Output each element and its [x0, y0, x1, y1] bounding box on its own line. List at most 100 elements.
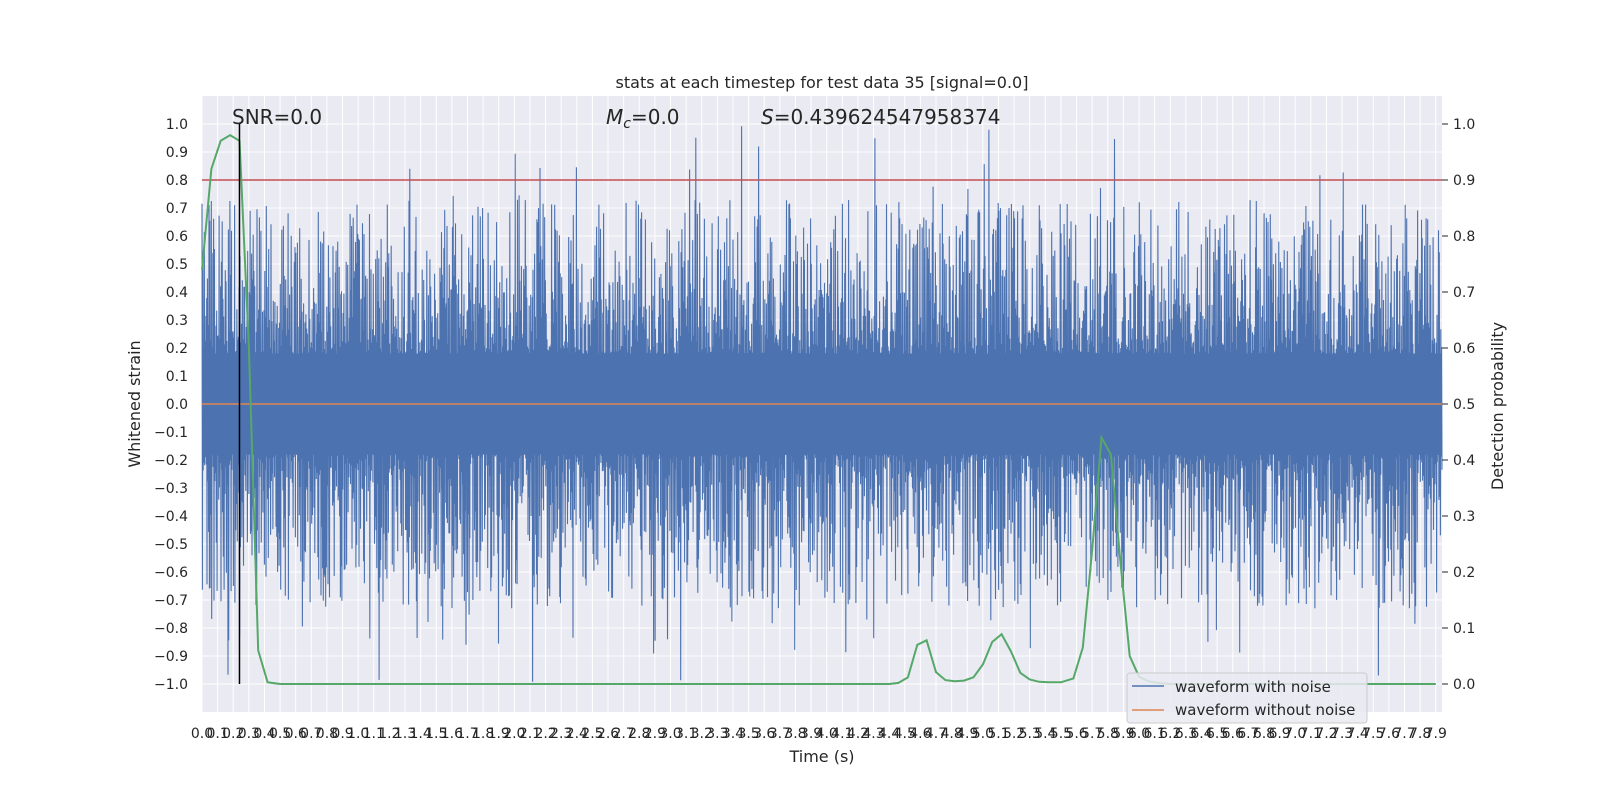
- x-tick-label: 3.6: [753, 726, 775, 742]
- y-tick-label-left: −0.6: [154, 565, 188, 581]
- y-tick-label-left: −0.8: [154, 621, 188, 637]
- x-tick-label: 3.8: [784, 726, 806, 742]
- y-tick-label-left: 0.4: [166, 285, 188, 301]
- x-tick-label: 2.5: [581, 726, 603, 742]
- y-tick-label-right: 0.3: [1453, 509, 1475, 525]
- legend-box: [1126, 672, 1368, 724]
- x-tick-label: 3.2: [691, 726, 713, 742]
- y-tick-label-left: 1.0: [166, 117, 188, 133]
- y-tick-label-right: 0.9: [1453, 173, 1475, 189]
- x-tick-label: 0.0: [191, 726, 213, 742]
- y-tick-label-left: 0.6: [166, 229, 188, 245]
- y-tick-label-left: 0.2: [166, 341, 188, 357]
- x-tick-label: 7.9: [1425, 726, 1447, 742]
- y-tick-label-right: 0.1: [1453, 621, 1475, 637]
- x-tick-label: 1.8: [472, 726, 494, 742]
- x-tick-label: 5.5: [1050, 726, 1072, 742]
- x-tick-label: 0.7: [300, 726, 322, 742]
- x-tick-label: 6.0: [1128, 726, 1150, 742]
- probability-line: [201, 134, 1436, 685]
- x-tick-label: 5.1: [987, 726, 1009, 742]
- x-tick-label: 3.5: [737, 726, 759, 742]
- x-tick-label: 1.1: [363, 726, 385, 742]
- y-tick-label-right: 0.0: [1453, 677, 1475, 693]
- y-tick-label-left: 0.3: [166, 313, 188, 329]
- x-tick-label: 1.3: [394, 726, 416, 742]
- s-symbol: S: [761, 105, 774, 129]
- legend-label-noise: waveform with noise: [1175, 678, 1331, 696]
- x-tick-label: 1.7: [456, 726, 478, 742]
- x-tick-label: 5.6: [1065, 726, 1087, 742]
- y-tick-label-left: 0.5: [166, 257, 188, 273]
- x-tick-label: 7.0: [1284, 726, 1306, 742]
- x-tick-label: 5.3: [1019, 726, 1041, 742]
- snr-annotation: SNR=0.0: [232, 105, 322, 129]
- x-tick-label: 7.5: [1362, 726, 1384, 742]
- x-tick-label: 3.1: [675, 726, 697, 742]
- x-tick-label: 6.2: [1159, 726, 1181, 742]
- x-tick-label: 5.8: [1097, 726, 1119, 742]
- y-tick-label-left: −0.7: [154, 593, 188, 609]
- x-tick-label: 4.3: [862, 726, 884, 742]
- y-tick-label-right: 0.8: [1453, 229, 1475, 245]
- x-tick-label: 2.8: [628, 726, 650, 742]
- x-tick-label: 7.2: [1315, 726, 1337, 742]
- y-tick-label-right: 0.6: [1453, 341, 1475, 357]
- x-tick-label: 1.2: [378, 726, 400, 742]
- probability-series: [201, 134, 1436, 685]
- y-tick-label-left: 0.8: [166, 173, 188, 189]
- x-tick-label: 3.4: [722, 726, 744, 742]
- x-tick-label: 6.7: [1237, 726, 1259, 742]
- y-tick-label-left: −0.4: [154, 509, 188, 525]
- x-tick-label: 6.1: [1144, 726, 1166, 742]
- x-tick-label: 2.1: [519, 726, 541, 742]
- x-tick-label: 4.2: [847, 726, 869, 742]
- x-tick-label: 0.6: [285, 726, 307, 742]
- left-y-ticks: 1.0 0.9 0.8 0.7 0.6 0.5 0.4 0.3 0.2 0.1 0.0 −0.1 −0.…: [154, 117, 188, 693]
- x-tick-label: 6.4: [1190, 726, 1212, 742]
- x-tick-label: 2.3: [550, 726, 572, 742]
- x-tick-label: 4.5: [894, 726, 916, 742]
- x-tick-label: 4.7: [925, 726, 947, 742]
- x-tick-label: 7.1: [1300, 726, 1322, 742]
- x-tick-label: 3.9: [800, 726, 822, 742]
- x-tick-label: 2.9: [644, 726, 666, 742]
- x-tick-label: 4.6: [909, 726, 931, 742]
- x-tick-label: 4.9: [956, 726, 978, 742]
- y-tick-label-right: 0.7: [1453, 285, 1475, 301]
- mc-subscript: c: [623, 116, 631, 132]
- legend: waveform with noise waveform without noi…: [1126, 672, 1368, 724]
- y-tick-label-left: −1.0: [154, 677, 188, 693]
- x-tick-label: 6.3: [1175, 726, 1197, 742]
- x-tick-label: 4.0: [816, 726, 838, 742]
- legend-label-clean: waveform without noise: [1175, 701, 1355, 719]
- x-tick-label: 6.9: [1268, 726, 1290, 742]
- x-tick-label: 4.1: [831, 726, 853, 742]
- x-tick-label: 6.6: [1222, 726, 1244, 742]
- x-tick-label: 0.1: [206, 726, 228, 742]
- x-tick-label: 0.8: [316, 726, 338, 742]
- x-tick-label: 7.8: [1409, 726, 1431, 742]
- x-tick-label: 4.4: [878, 726, 900, 742]
- x-tick-label: 5.4: [1034, 726, 1056, 742]
- y-tick-label-right: 0.5: [1453, 397, 1475, 413]
- y-tick-label-left: −0.1: [154, 425, 188, 441]
- x-tick-label: 7.7: [1393, 726, 1415, 742]
- x-tick-label: 2.7: [613, 726, 635, 742]
- x-tick-label: 0.2: [222, 726, 244, 742]
- y-tick-label-left: 0.9: [166, 145, 188, 161]
- y-tick-label-right: 0.4: [1453, 453, 1475, 469]
- mc-value: =0.0: [631, 105, 680, 129]
- right-y-ticks: 1.0 0.9 0.8 0.7 0.6 0.5 0.4 0.3 0.2 0.1 0.0: [1442, 117, 1475, 693]
- x-tick-label: 0.4: [253, 726, 275, 742]
- mc-symbol: M: [606, 105, 623, 129]
- x-tick-label: 1.5: [425, 726, 447, 742]
- y-tick-label-left: −0.9: [154, 649, 188, 665]
- y-tick-label-left: −0.5: [154, 537, 188, 553]
- y-tick-label-right: 0.2: [1453, 565, 1475, 581]
- x-tick-label: 5.7: [1081, 726, 1103, 742]
- x-tick-label: 6.8: [1253, 726, 1275, 742]
- s-annotation: S=0.439624547958374: [761, 105, 1000, 129]
- x-tick-label: 1.4: [410, 726, 432, 742]
- x-tick-label: 5.2: [1003, 726, 1025, 742]
